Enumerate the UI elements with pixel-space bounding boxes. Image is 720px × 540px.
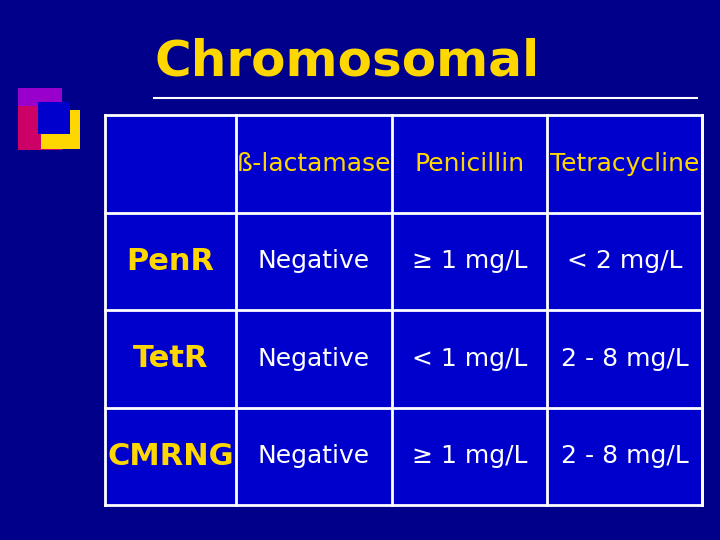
Text: Negative: Negative <box>258 249 370 273</box>
Text: Negative: Negative <box>258 347 370 371</box>
Text: ß-lactamase: ß-lactamase <box>237 152 391 176</box>
FancyBboxPatch shape <box>104 310 236 408</box>
Text: PenR: PenR <box>127 247 215 276</box>
FancyBboxPatch shape <box>547 213 703 310</box>
FancyBboxPatch shape <box>37 102 70 134</box>
FancyBboxPatch shape <box>392 213 547 310</box>
FancyBboxPatch shape <box>104 213 236 310</box>
Text: CMRNG: CMRNG <box>107 442 234 471</box>
Text: Tetracycline: Tetracycline <box>550 152 699 176</box>
FancyBboxPatch shape <box>547 310 703 408</box>
Text: ≥ 1 mg/L: ≥ 1 mg/L <box>412 249 527 273</box>
FancyBboxPatch shape <box>236 213 392 310</box>
Text: Penicillin: Penicillin <box>414 152 524 176</box>
FancyBboxPatch shape <box>392 310 547 408</box>
FancyBboxPatch shape <box>18 87 62 132</box>
FancyBboxPatch shape <box>236 115 392 213</box>
Text: TetR: TetR <box>132 345 208 373</box>
FancyBboxPatch shape <box>18 106 62 150</box>
Text: 2 - 8 mg/L: 2 - 8 mg/L <box>561 444 688 468</box>
FancyBboxPatch shape <box>104 408 236 505</box>
FancyBboxPatch shape <box>236 408 392 505</box>
Text: Negative: Negative <box>258 444 370 468</box>
Text: 2 - 8 mg/L: 2 - 8 mg/L <box>561 347 688 371</box>
FancyBboxPatch shape <box>236 310 392 408</box>
Text: < 2 mg/L: < 2 mg/L <box>567 249 683 273</box>
Text: Chromosomal: Chromosomal <box>154 37 540 85</box>
FancyBboxPatch shape <box>41 110 80 149</box>
FancyBboxPatch shape <box>104 115 236 213</box>
FancyBboxPatch shape <box>392 408 547 505</box>
Text: < 1 mg/L: < 1 mg/L <box>412 347 527 371</box>
FancyBboxPatch shape <box>392 115 547 213</box>
FancyBboxPatch shape <box>547 408 703 505</box>
Text: ≥ 1 mg/L: ≥ 1 mg/L <box>412 444 527 468</box>
FancyBboxPatch shape <box>547 115 703 213</box>
